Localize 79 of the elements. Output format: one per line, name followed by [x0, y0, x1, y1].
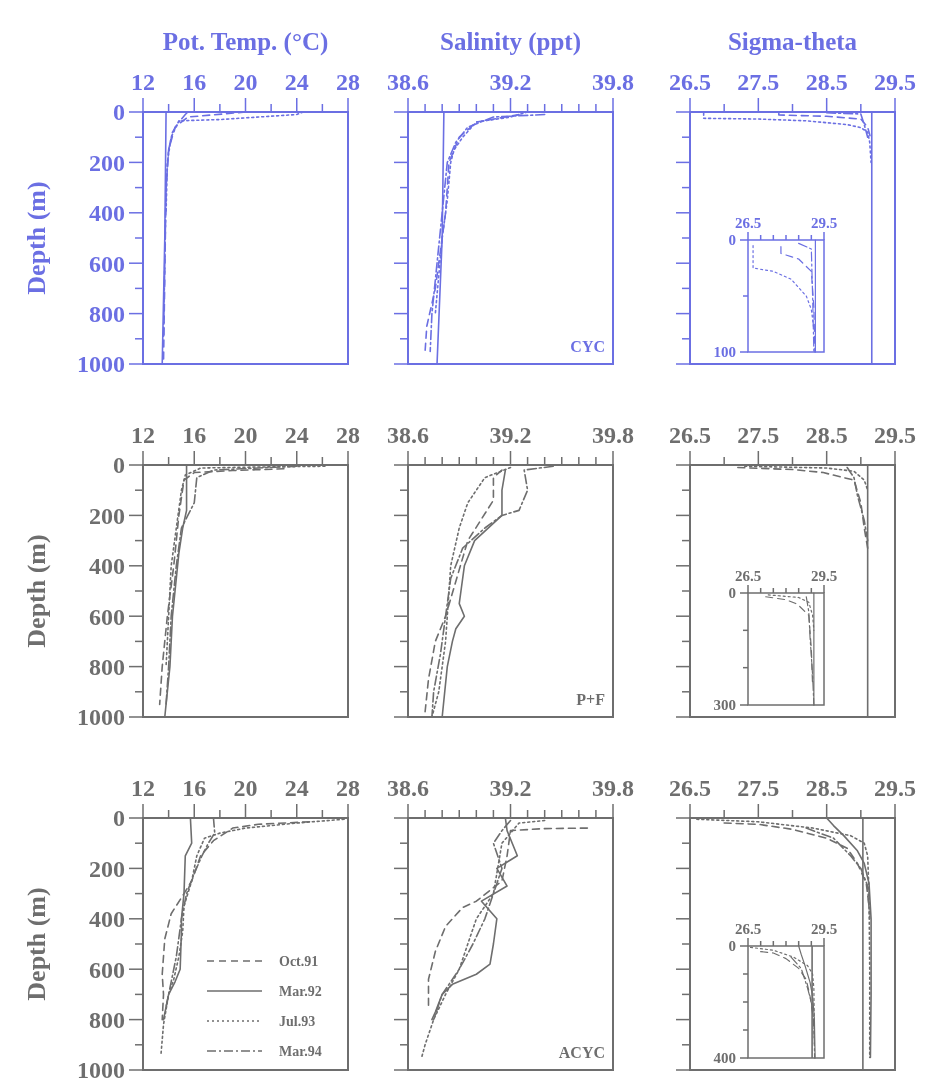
annotation: ACYC [558, 1044, 605, 1061]
x-tick-label: 38.6 [387, 775, 429, 801]
x-tick-label: 26.5 [734, 921, 762, 937]
y-tick-label: 400 [89, 200, 125, 227]
x-tick-label: 39.8 [592, 422, 634, 448]
y-tick-label: 0 [113, 99, 125, 126]
y-tick-label: 0 [728, 938, 736, 955]
x-tick-label: 16 [182, 422, 207, 448]
x-tick-label: 29.5 [810, 215, 838, 231]
x-tick-label: 24 [284, 422, 309, 448]
chart-title: Salinity (ppt) [439, 28, 582, 56]
y-tick-label: 1000 [77, 1057, 125, 1084]
x-tick-label: 39.2 [489, 69, 532, 95]
x-tick-label: 26.5 [734, 568, 762, 584]
y-tick-label: 1000 [77, 704, 125, 731]
y-tick-label: 800 [89, 301, 125, 327]
legend-label: Jul.93 [279, 1013, 316, 1029]
x-tick-label: 27.5 [737, 422, 780, 448]
x-tick-label: 28 [336, 775, 360, 801]
x-tick-label: 27.5 [737, 775, 780, 801]
y-tick-label: 800 [89, 654, 125, 680]
x-tick-label: 26.5 [669, 69, 711, 95]
y-tick-label: 0 [728, 232, 736, 249]
legend-label: Mar.94 [279, 1043, 322, 1059]
x-tick-label: 28.5 [805, 69, 848, 95]
chart-title: Pot. Temp. (°C) [162, 28, 329, 56]
x-tick-label: 39.2 [489, 422, 532, 448]
x-tick-label: 26.5 [669, 775, 711, 801]
x-tick-label: 20 [233, 69, 258, 95]
x-tick-label: 27.5 [737, 69, 780, 95]
x-tick-label: 24 [284, 775, 309, 801]
x-tick-label: 39.8 [592, 69, 634, 95]
x-tick-label: 20 [233, 422, 258, 448]
y-tick-label: 0 [113, 452, 125, 479]
x-tick-label: 29.5 [874, 422, 916, 448]
legend-label: Mar.92 [279, 983, 322, 999]
y-tick-label: 0 [728, 585, 736, 602]
y-tick-label: 100 [713, 344, 736, 361]
x-tick-label: 12 [131, 422, 155, 448]
y-tick-label: 600 [89, 956, 125, 983]
y-axis-title: Depth (m) [22, 181, 51, 295]
y-tick-label: 400 [713, 1050, 736, 1067]
x-tick-label: 12 [131, 775, 155, 801]
x-tick-label: 16 [182, 775, 207, 801]
x-tick-label: 26.5 [734, 215, 762, 231]
x-tick-label: 12 [131, 69, 155, 95]
annotation: P+F [576, 691, 606, 708]
y-tick-label: 400 [89, 553, 125, 580]
y-tick-label: 200 [89, 149, 125, 176]
x-tick-label: 38.6 [387, 69, 429, 95]
y-tick-label: 400 [89, 906, 125, 933]
y-axis-title: Depth (m) [22, 887, 51, 1001]
y-tick-label: 0 [113, 805, 125, 832]
x-tick-label: 39.8 [592, 775, 634, 801]
x-tick-label: 28.5 [805, 775, 848, 801]
y-tick-label: 200 [89, 855, 125, 882]
y-tick-label: 600 [89, 603, 125, 630]
x-tick-label: 16 [182, 69, 207, 95]
y-tick-label: 1000 [77, 351, 125, 378]
legend-label: Oct.91 [279, 953, 319, 969]
x-tick-label: 26.5 [669, 422, 711, 448]
y-tick-label: 600 [89, 250, 125, 277]
x-tick-label: 29.5 [874, 775, 916, 801]
x-tick-label: 29.5 [874, 69, 916, 95]
x-tick-label: 20 [233, 775, 258, 801]
annotation: CYC [570, 338, 605, 355]
y-tick-label: 300 [713, 697, 736, 714]
y-tick-label: 800 [89, 1007, 125, 1033]
x-tick-label: 28 [336, 422, 360, 448]
x-tick-label: 29.5 [810, 921, 838, 937]
x-tick-label: 38.6 [387, 422, 429, 448]
x-tick-label: 28 [336, 69, 360, 95]
chart-title: Sigma-theta [727, 28, 858, 55]
y-tick-label: 200 [89, 502, 125, 529]
x-tick-label: 29.5 [810, 568, 838, 584]
y-axis-title: Depth (m) [22, 534, 51, 648]
x-tick-label: 28.5 [805, 422, 848, 448]
x-tick-label: 39.2 [489, 775, 532, 801]
x-tick-label: 24 [284, 69, 309, 95]
